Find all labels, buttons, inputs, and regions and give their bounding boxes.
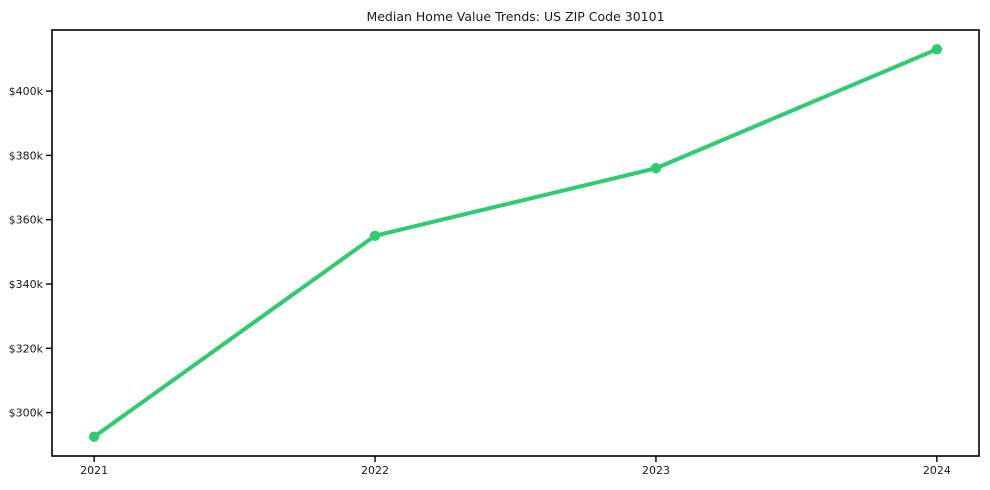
y-tick-label: $400k <box>9 85 44 98</box>
data-point <box>369 230 381 241</box>
plot-border <box>51 29 980 457</box>
y-tick-label: $340k <box>9 278 44 291</box>
trend-line <box>92 47 939 439</box>
x-tick-label: 2021 <box>80 464 108 477</box>
x-tick-label: 2022 <box>361 464 389 477</box>
x-tick-label: 2024 <box>923 464 951 477</box>
data-point <box>931 44 943 55</box>
y-tick-label: $320k <box>9 342 44 355</box>
plot-layer: $300k $320k $340k $360k $380k $400k 2021 2022 20… <box>9 29 980 477</box>
y-tick-label: $360k <box>9 214 44 227</box>
y-tick-label: $380k <box>9 149 44 162</box>
data-point <box>650 163 662 174</box>
chart-title: Median Home Value Trends: US ZIP Code 30… <box>366 9 664 24</box>
y-tick-label: $300k <box>9 407 44 420</box>
x-tick-label: 2023 <box>642 464 670 477</box>
data-point <box>88 431 100 442</box>
